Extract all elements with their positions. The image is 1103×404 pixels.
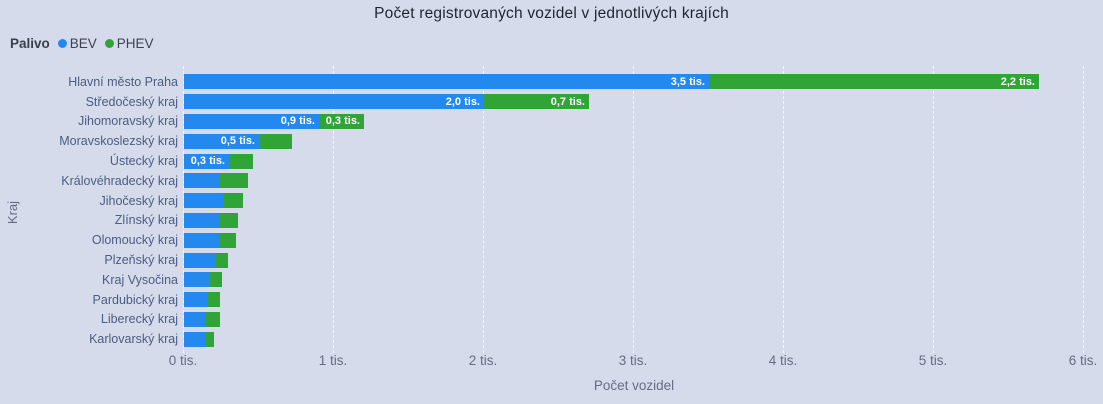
x-tick-label: 1 tis.	[318, 353, 348, 368]
bar-stack	[184, 173, 248, 189]
x-tick-label: 0 tis.	[168, 353, 198, 368]
category-label: Hlavní město Praha	[68, 74, 178, 89]
bar-value-label: 2,2 tis.	[1000, 75, 1035, 88]
category-label: Jihočeský kraj	[99, 193, 179, 208]
bar-stack: 0,9 tis. 0,3 tis.	[184, 113, 364, 129]
bev-bar-segment[interactable]	[184, 311, 205, 327]
bar-row: Středočeský kraj 2,0 tis. 0,7 tis.	[0, 92, 1103, 112]
legend-title: Palivo	[10, 36, 50, 51]
category-label: Zlínský kraj	[114, 213, 178, 228]
bar-row: Kraj Vysočina	[0, 270, 1103, 290]
bar-value-label: 0,7 tis.	[550, 95, 585, 108]
bev-bar-segment[interactable]	[184, 232, 219, 248]
bar-rows: Hlavní město Praha 3,5 tis. 2,2 tis. Středo…	[0, 72, 1103, 349]
x-axis-ticks: 0 tis. 1 tis. 2 tis. 3 tis. 4 tis. 5 tis. 6 ti…	[0, 353, 1103, 371]
bar-row: Jihočeský kraj	[0, 191, 1103, 211]
bar-row: Ústecký kraj 0,3 tis.	[0, 151, 1103, 171]
bar-stack	[184, 311, 220, 327]
bev-bar-segment[interactable]	[184, 212, 220, 228]
bar-row: Hlavní město Praha 3,5 tis. 2,2 tis.	[0, 72, 1103, 92]
bar-stack: 0,5 tis.	[184, 133, 292, 149]
x-tick-label: 3 tis.	[618, 353, 648, 368]
bar-value-label: 0,9 tis.	[280, 115, 315, 128]
bar-stack	[184, 232, 236, 248]
category-label: Liberecký kraj	[100, 312, 178, 327]
bev-bar-segment[interactable]: 3,5 tis.	[184, 74, 709, 90]
phev-bar-segment[interactable]	[205, 331, 214, 347]
bev-bar-segment[interactable]	[184, 252, 216, 268]
legend-item-label: PHEV	[116, 36, 154, 51]
x-tick-label: 5 tis.	[918, 353, 948, 368]
category-label: Moravskoslezský kraj	[59, 134, 178, 149]
category-label: Ústecký kraj	[109, 154, 178, 169]
legend-item-phev[interactable]: PHEV	[104, 36, 154, 51]
bev-bar-segment[interactable]	[184, 272, 210, 288]
bev-bar-segment[interactable]	[184, 331, 205, 347]
phev-bar-segment[interactable]: 0,7 tis.	[484, 94, 589, 110]
bar-row: Moravskoslezský kraj 0,5 tis.	[0, 131, 1103, 151]
bar-value-label: 0,3 tis.	[325, 115, 360, 128]
phev-bar-segment[interactable]	[259, 133, 292, 149]
bev-bar-segment[interactable]	[184, 292, 208, 308]
category-label: Pardubický kraj	[92, 292, 178, 307]
phev-bar-segment[interactable]	[208, 292, 220, 308]
chart-title: Počet registrovaných vozidel v jednotliv…	[374, 5, 729, 22]
x-axis-title: Počet vozidel	[593, 378, 675, 393]
phev-bar-segment[interactable]	[210, 272, 222, 288]
bar-row: Plzeňský kraj	[0, 250, 1103, 270]
x-tick-label: 2 tis.	[468, 353, 498, 368]
phev-bar-segment[interactable]	[220, 212, 238, 228]
category-label: Královéhradecký kraj	[61, 173, 178, 188]
bar-value-label: 2,0 tis.	[445, 95, 480, 108]
phev-bar-segment[interactable]: 0,3 tis.	[319, 113, 364, 129]
bar-row: Liberecký kraj	[0, 310, 1103, 330]
bar-row: Zlínský kraj	[0, 211, 1103, 231]
bar-row: Karlovarský kraj	[0, 329, 1103, 349]
bar-value-label: 3,5 tis.	[670, 75, 705, 88]
bar-stack	[184, 193, 243, 209]
phev-bar-segment[interactable]	[229, 153, 253, 169]
x-tick-label: 4 tis.	[768, 353, 798, 368]
legend-item-bev[interactable]: BEV	[57, 36, 97, 51]
phev-bar-segment[interactable]	[219, 173, 248, 189]
bev-bar-segment[interactable]: 2,0 tis.	[184, 94, 484, 110]
bar-row: Pardubický kraj	[0, 290, 1103, 310]
phev-bar-segment[interactable]	[205, 311, 220, 327]
x-tick-label: 6 tis.	[1068, 353, 1098, 368]
bar-value-label: 0,5 tis.	[220, 135, 255, 148]
category-label: Kraj Vysočina	[102, 272, 178, 287]
legend-item-label: BEV	[69, 36, 97, 51]
category-label: Jihomoravský kraj	[77, 114, 178, 129]
legend: Palivo BEV PHEV	[10, 36, 154, 51]
bev-bar-segment[interactable]	[184, 193, 223, 209]
phev-bar-segment[interactable]	[219, 232, 236, 248]
phev-bar-segment[interactable]: 2,2 tis.	[709, 74, 1039, 90]
bar-stack	[184, 272, 222, 288]
bar-row: Královéhradecký kraj	[0, 171, 1103, 191]
bar-stack	[184, 212, 238, 228]
phev-bar-segment[interactable]	[216, 252, 228, 268]
bar-value-label: 0,3 tis.	[190, 155, 225, 168]
bar-row: Olomoucký kraj	[0, 230, 1103, 250]
category-label: Karlovarský kraj	[89, 332, 178, 347]
bev-bar-segment[interactable]: 0,9 tis.	[184, 113, 319, 129]
category-label: Plzeňský kraj	[104, 253, 178, 268]
category-label: Olomoucký kraj	[91, 233, 178, 248]
bev-bar-segment[interactable]: 0,3 tis.	[184, 153, 229, 169]
bar-stack	[184, 292, 220, 308]
bev-bar-segment[interactable]	[184, 173, 219, 189]
bar-row: Jihomoravský kraj 0,9 tis. 0,3 tis.	[0, 112, 1103, 132]
bar-stack: 3,5 tis. 2,2 tis.	[184, 74, 1039, 90]
bev-bar-segment[interactable]: 0,5 tis.	[184, 133, 259, 149]
category-label: Středočeský kraj	[85, 94, 178, 109]
bar-stack	[184, 252, 228, 268]
bar-stack: 0,3 tis.	[184, 153, 253, 169]
bar-stack: 2,0 tis. 0,7 tis.	[184, 94, 589, 110]
legend-color-dot	[57, 39, 67, 48]
phev-bar-segment[interactable]	[223, 193, 243, 209]
bar-stack	[184, 331, 214, 347]
legend-color-dot	[104, 39, 114, 48]
